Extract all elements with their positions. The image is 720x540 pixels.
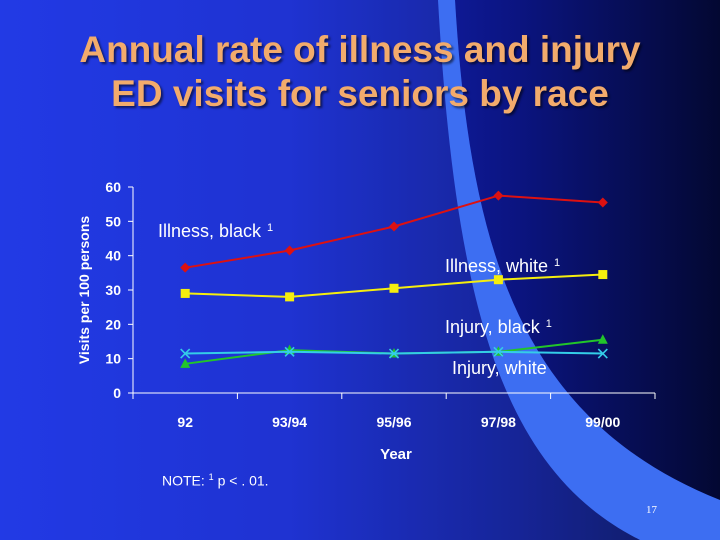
- data-point-diamond: [180, 262, 191, 273]
- series-label: Injury, white: [452, 358, 547, 378]
- data-point-x: [597, 348, 608, 359]
- data-point-diamond: [389, 221, 399, 232]
- x-tick-label: 99/00: [585, 414, 620, 430]
- title-line-1: Annual rate of illness and injury: [79, 29, 641, 70]
- x-tick-label: 97/98: [481, 414, 516, 430]
- y-tick-label: 20: [105, 316, 121, 332]
- series-label-superscript: 1: [546, 318, 552, 330]
- x-marker-stroke: [493, 346, 504, 357]
- y-tick-label: 0: [113, 385, 121, 401]
- data-point-triangle: [597, 334, 608, 344]
- y-tick-label: 50: [105, 213, 121, 229]
- series-label-name: Injury, black: [445, 317, 541, 337]
- y-tick-label: 10: [105, 351, 121, 367]
- data-point-diamond: [284, 245, 295, 256]
- x-tick-label: 93/94: [272, 414, 307, 430]
- data-point-square: [598, 270, 608, 280]
- footnote-prefix: NOTE:: [162, 472, 209, 489]
- series-label-superscript: 1: [554, 257, 560, 269]
- x-tick-label: 92: [177, 414, 193, 430]
- slide-title: Annual rate of illness and injury ED vis…: [20, 28, 700, 116]
- series-label: Illness, black 1: [158, 221, 273, 241]
- data-point-x: [388, 348, 400, 359]
- title-line-2: ED visits for seniors by race: [111, 73, 609, 114]
- data-point-square: [493, 275, 503, 285]
- series-label-name: Injury, white: [452, 358, 547, 378]
- data-point-square: [389, 283, 399, 293]
- series-label-superscript: 1: [267, 222, 273, 234]
- data-point-square: [180, 288, 190, 298]
- page-number: 17: [646, 504, 657, 516]
- x-marker-stroke: [388, 348, 400, 359]
- footnote: NOTE: 1 p < . 01.: [162, 472, 269, 489]
- data-point-diamond: [597, 197, 608, 208]
- series-label: Injury, black 1: [445, 317, 552, 337]
- data-point-x: [493, 346, 504, 357]
- y-tick-label: 60: [105, 179, 121, 195]
- y-tick-label: 40: [105, 248, 121, 264]
- footnote-superscript: 1: [208, 472, 214, 482]
- series-label-name: Illness, black: [158, 221, 262, 241]
- x-marker-stroke: [597, 348, 608, 359]
- data-point-x: [180, 348, 191, 359]
- y-tick-label: 30: [105, 282, 121, 298]
- data-point-triangle: [180, 358, 191, 368]
- x-axis-title: Year: [380, 446, 412, 463]
- footnote-text: p < . 01.: [213, 472, 269, 489]
- data-point-x: [284, 346, 295, 357]
- data-point-square: [285, 292, 295, 302]
- x-marker-stroke: [180, 348, 191, 359]
- y-axis-title: Visits per 100 persons: [76, 216, 92, 365]
- x-tick-label: 95/96: [376, 414, 411, 430]
- series-label-name: Illness, white: [445, 256, 548, 276]
- x-marker-stroke: [284, 346, 295, 357]
- series-label: Illness, white 1: [445, 256, 560, 276]
- data-point-diamond: [493, 190, 504, 201]
